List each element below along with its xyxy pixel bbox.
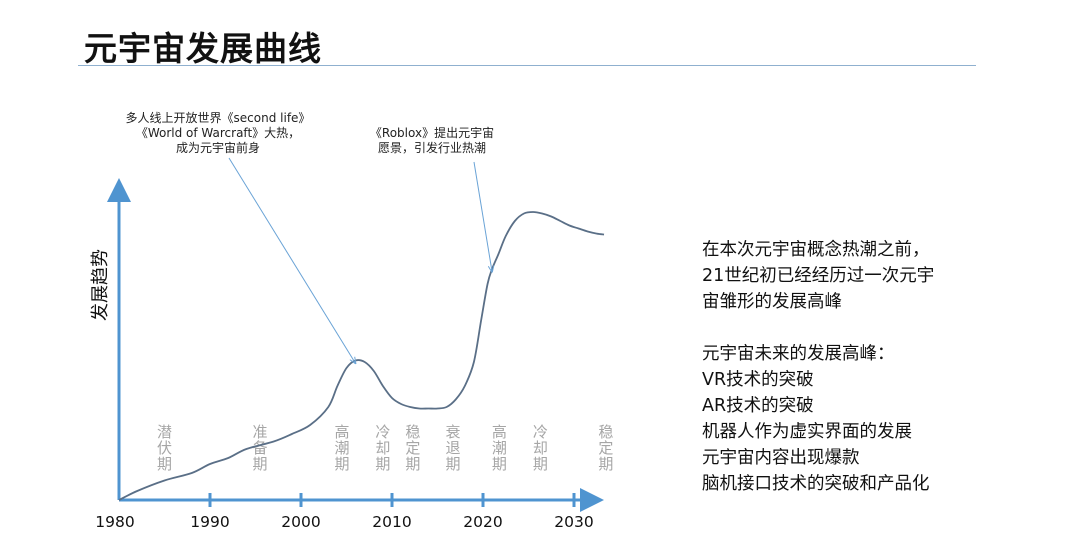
note-line: AR技术的突破 — [702, 396, 814, 416]
x-tick-label: 2020 — [463, 513, 502, 531]
phase-label: 准备期 — [253, 423, 268, 473]
note-line: 机器人作为虚实界面的发展 — [702, 422, 912, 442]
note-line: 脑机接口技术的突破和产品化 — [702, 474, 930, 494]
annotation-text: 《Roblox》提出元宇宙愿景，引发行业热潮 — [370, 125, 494, 155]
x-tick-label: 2000 — [281, 513, 320, 531]
note-line: 元宇宙内容出现爆款 — [702, 448, 860, 468]
y-axis-label: 发展趋势 — [90, 249, 111, 321]
phase-label: 稳定期 — [598, 423, 613, 473]
phase-label: 冷却期 — [375, 423, 390, 473]
x-tick-label: 2030 — [554, 513, 593, 531]
x-tick-label: 1980 — [95, 513, 134, 531]
annotation-pointer — [228, 157, 356, 364]
note-line: VR技术的突破 — [702, 370, 814, 390]
x-tick-label: 2010 — [372, 513, 411, 531]
annotation-text: 多人线上开放世界《second life》《World of Warcraft》… — [126, 110, 311, 155]
phase-label: 高潮期 — [334, 423, 349, 473]
note-line: 在本次元宇宙概念热潮之前， — [702, 240, 930, 260]
phase-label: 衰退期 — [445, 423, 460, 473]
x-tick-label: 1990 — [190, 513, 229, 531]
phase-label: 冷却期 — [533, 423, 548, 473]
annotation-pointer — [473, 161, 492, 272]
title-divider — [78, 65, 976, 66]
phase-label: 稳定期 — [405, 423, 420, 473]
phase-label: 潜伏期 — [157, 423, 172, 473]
note-line: 21世纪初已经经历过一次元宇 — [702, 266, 935, 286]
page-title: 元宇宙发展曲线 — [84, 29, 322, 68]
phase-label: 高潮期 — [492, 423, 507, 473]
trend-curve — [118, 211, 605, 501]
note-line: 元宇宙未来的发展高峰： — [702, 344, 895, 364]
side-notes: 在本次元宇宙概念热潮之前， 21世纪初已经经历过一次元宇 宙雏形的发展高峰 元宇… — [702, 237, 934, 497]
note-line: 宙雏形的发展高峰 — [702, 292, 842, 312]
development-curve-chart: 发展趋势 1980 1990 2000 2010 2020 2030 潜伏期 准备期 高潮期 冷却… — [90, 110, 613, 531]
